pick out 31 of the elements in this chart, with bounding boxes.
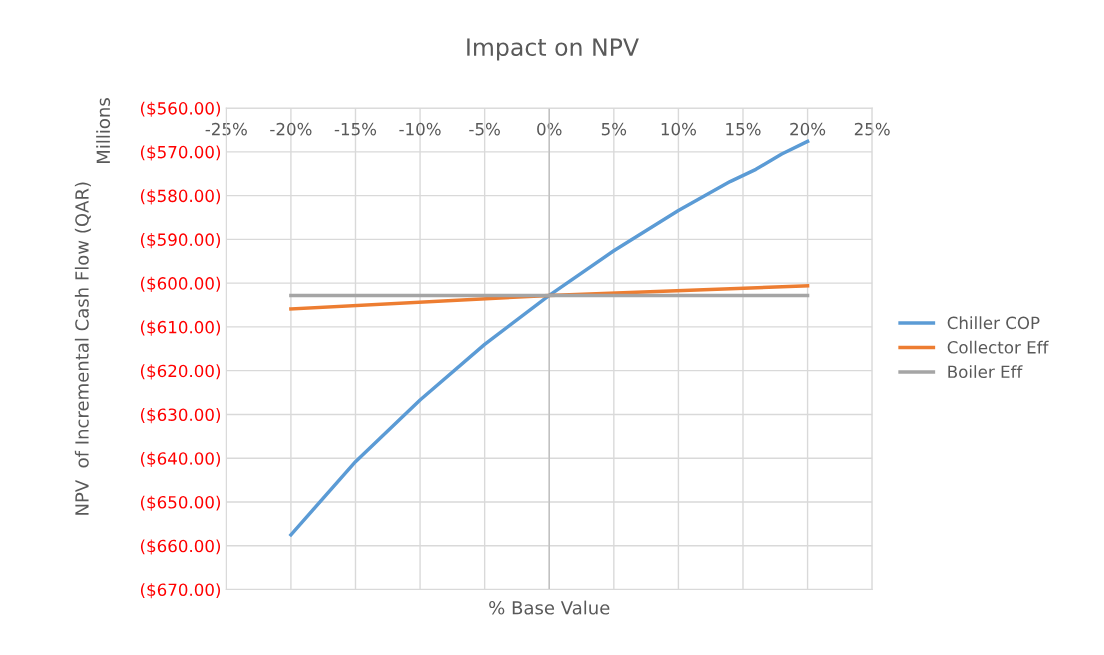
y-tick-label: ($590.00): [140, 233, 221, 249]
x-tick-label: -20%: [270, 122, 312, 136]
y-tick-label: ($670.00): [140, 583, 221, 599]
y-tick-label: ($560.00): [140, 101, 221, 117]
y-tick-label: ($610.00): [140, 320, 221, 336]
y-tick-label: ($570.00): [140, 145, 221, 161]
x-tick-label: 10%: [661, 122, 697, 136]
chart-title: Impact on NPV: [467, 38, 639, 61]
y-tick-label: ($580.00): [140, 189, 221, 205]
x-tick-label: 0%: [537, 122, 562, 136]
x-axis-title: % Base Value: [489, 600, 610, 615]
y-tick-label: ($650.00): [140, 495, 221, 511]
x-tick-label: -25%: [205, 122, 247, 136]
y-tick-label: ($630.00): [140, 408, 221, 424]
legend-label: Collector Eff: [947, 340, 1049, 354]
y-tick-label: ($620.00): [140, 364, 221, 380]
y-tick-label: ($660.00): [140, 539, 221, 555]
x-tick-label: -15%: [334, 122, 377, 136]
text: Millions: [96, 98, 111, 163]
x-tick-label: -10%: [399, 122, 441, 136]
legend-label: Chiller COP: [947, 316, 1040, 330]
x-tick-label: 25%: [854, 122, 890, 136]
y-axis-title: NPV of Incremental Cash Flow (QAR): [74, 182, 91, 515]
x-tick-label: 15%: [726, 122, 761, 136]
line-series: [289, 139, 810, 537]
x-tick-label: -5%: [469, 122, 500, 136]
y-tick-label: ($640.00): [140, 451, 221, 467]
x-tick-label: 5%: [601, 122, 627, 136]
x-tick-label: 20%: [790, 122, 826, 136]
y-tick-label: ($600.00): [140, 276, 221, 292]
legend-label: Boiler Eff: [948, 365, 1023, 379]
